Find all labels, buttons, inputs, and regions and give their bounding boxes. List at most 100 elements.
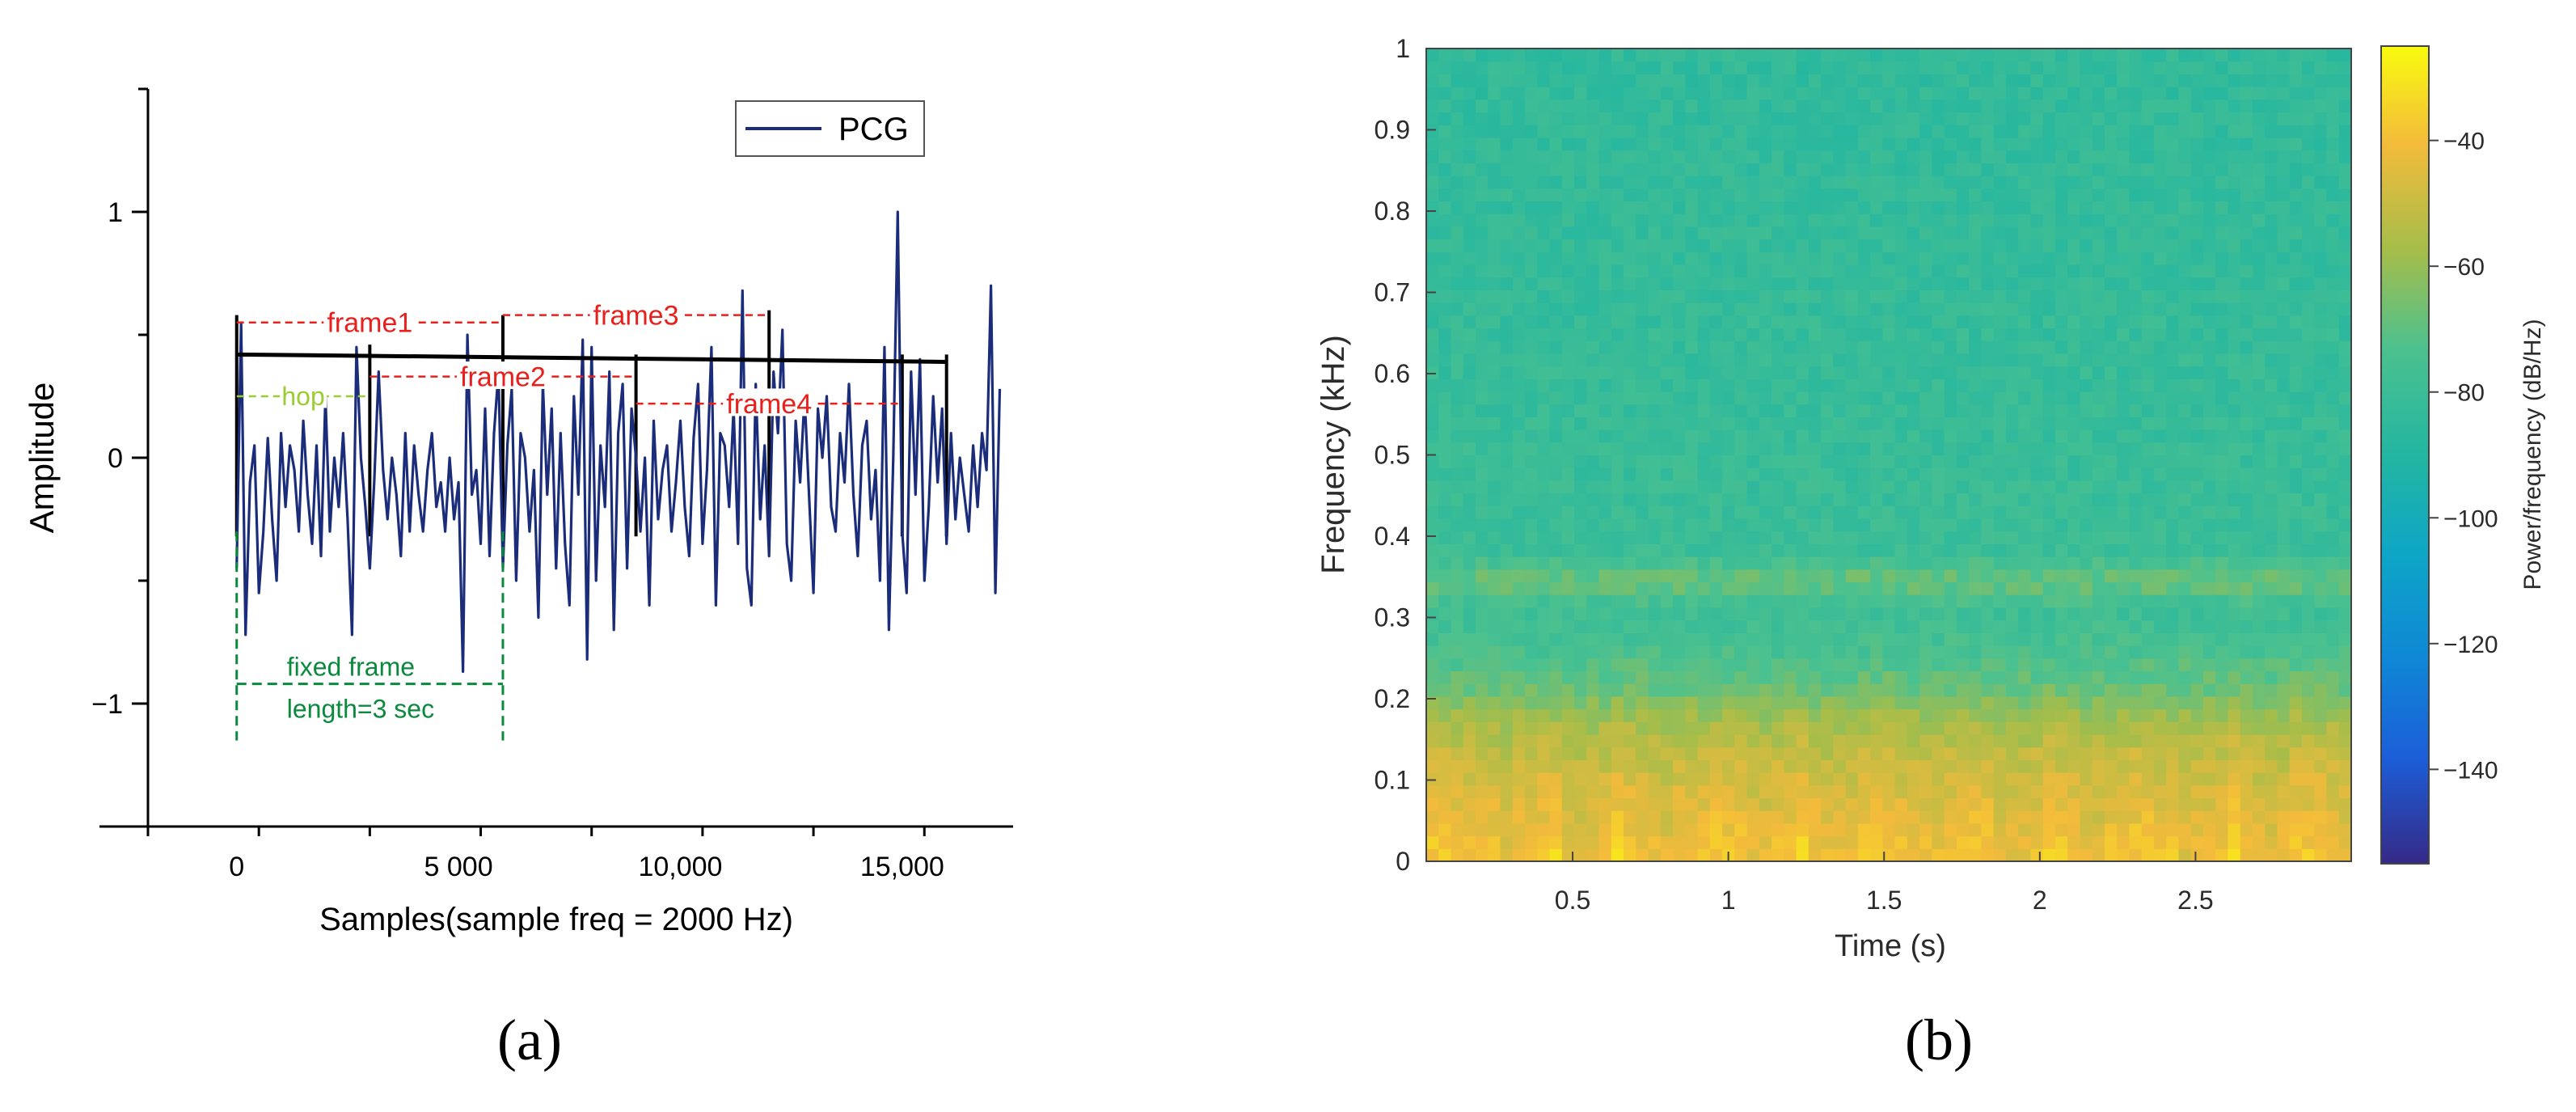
heatmap-cell [1784, 328, 1797, 341]
heatmap-cell [1796, 353, 1810, 367]
heatmap-cell [2326, 708, 2340, 722]
heatmap-cell [1463, 734, 1476, 748]
heatmap-cell [2289, 404, 2303, 417]
heatmap-cell [1845, 632, 1859, 646]
heatmap-cell [1722, 125, 1735, 138]
heatmap-cell [1586, 87, 1600, 100]
heatmap-cell [1426, 315, 1439, 329]
heatmap-cell [1611, 99, 1624, 113]
heatmap-cell [1574, 277, 1587, 290]
heatmap-cell [1451, 175, 1464, 189]
heatmap-cell [1685, 188, 1699, 202]
heatmap-cell [2326, 619, 2340, 633]
heatmap-cell [1476, 378, 1489, 392]
heatmap-cell [1537, 746, 1551, 760]
heatmap-cell [1451, 569, 1464, 583]
heatmap-cell [2166, 822, 2180, 837]
heatmap-cell [1808, 480, 1822, 494]
heatmap-cell [1451, 264, 1464, 278]
heatmap-cell [1833, 696, 1847, 710]
heatmap-cell [2277, 404, 2291, 417]
heatmap-cell [1882, 759, 1896, 773]
heatmap-cell [2067, 822, 2081, 837]
heatmap-cell [1993, 340, 2007, 354]
heatmap-cell [1660, 493, 1674, 506]
heatmap-cell [1845, 175, 1859, 189]
heatmap-cell [1476, 531, 1489, 545]
heatmap-cell [1624, 696, 1636, 710]
heatmap-cell [1759, 619, 1772, 633]
heatmap-cell [1857, 112, 1871, 125]
heatmap-cell [1586, 315, 1600, 329]
heatmap-cell [1882, 353, 1896, 367]
y-axis-label: Frequency (kHz) [1315, 335, 1351, 574]
heatmap-cell [1907, 670, 1920, 684]
heatmap-cell [1451, 328, 1464, 341]
heatmap-cell [2030, 493, 2044, 506]
heatmap-cell [2153, 848, 2167, 862]
heatmap-cell [2153, 505, 2167, 519]
heatmap-cell [2326, 378, 2340, 392]
heatmap-cell [2005, 645, 2019, 659]
heatmap-cell [2190, 848, 2204, 862]
heatmap-cell [2166, 455, 2180, 468]
heatmap-cell [2277, 150, 2291, 163]
heatmap-cell [1512, 455, 1526, 468]
heatmap-cell [1907, 366, 1920, 379]
heatmap-cell [1821, 784, 1834, 799]
heatmap-cell [1734, 848, 1748, 862]
heatmap-cell [2277, 632, 2291, 646]
heatmap-cell [1932, 252, 1945, 265]
heatmap-cell [2338, 455, 2352, 468]
heatmap-cell [1561, 657, 1575, 672]
heatmap-cell [1673, 683, 1686, 697]
fixed-frame-label: length=3 sec [287, 695, 434, 724]
heatmap-cell [1808, 619, 1822, 633]
heatmap-cell [2054, 188, 2068, 202]
heatmap-cell [1981, 404, 1995, 417]
heatmap-cell [2190, 493, 2204, 506]
heatmap-cell [1586, 429, 1600, 443]
heatmap-cell [2265, 569, 2278, 583]
heatmap-cell [2301, 556, 2315, 570]
heatmap-cell [1488, 239, 1501, 252]
heatmap-cell [2117, 137, 2130, 151]
heatmap-cell [2240, 569, 2253, 583]
heatmap-cell [2228, 112, 2241, 125]
heatmap-cell [1969, 645, 1982, 659]
heatmap-cell [1709, 264, 1723, 278]
heatmap-cell [1734, 277, 1748, 290]
heatmap-cell [1919, 112, 1932, 125]
heatmap-cell [2092, 49, 2105, 62]
heatmap-cell [1549, 353, 1563, 367]
heatmap-cell [2117, 378, 2130, 392]
heatmap-cell [1969, 391, 1982, 405]
heatmap-cell [1722, 239, 1735, 252]
heatmap-cell [1722, 810, 1735, 824]
heatmap-cell [2129, 175, 2143, 189]
heatmap-cell [1438, 848, 1452, 862]
heatmap-cell [1857, 137, 1871, 151]
heatmap-cell [1709, 353, 1723, 367]
heatmap-cell [2289, 645, 2303, 659]
heatmap-cell [1772, 518, 1784, 532]
heatmap-cell [1734, 74, 1748, 87]
heatmap-cell [1561, 175, 1575, 189]
heatmap-cell [2030, 188, 2044, 202]
heatmap-cell [1537, 556, 1551, 570]
heatmap-cell [1907, 480, 1920, 494]
heatmap-cell [1944, 518, 1957, 532]
heatmap-cell [1969, 137, 1982, 151]
heatmap-cell [2178, 569, 2192, 583]
heatmap-cell [1882, 632, 1896, 646]
heatmap-cell [1993, 784, 2007, 799]
heatmap-cell [1636, 201, 1649, 214]
heatmap-cell [1426, 645, 1439, 659]
heatmap-cell [1648, 746, 1662, 760]
heatmap-cell [1476, 594, 1489, 608]
heatmap-cell [2042, 112, 2056, 125]
heatmap-cell [1919, 391, 1932, 405]
heatmap-cell [1697, 239, 1711, 252]
heatmap-cell [2104, 556, 2118, 570]
heatmap-cell [2326, 49, 2340, 62]
